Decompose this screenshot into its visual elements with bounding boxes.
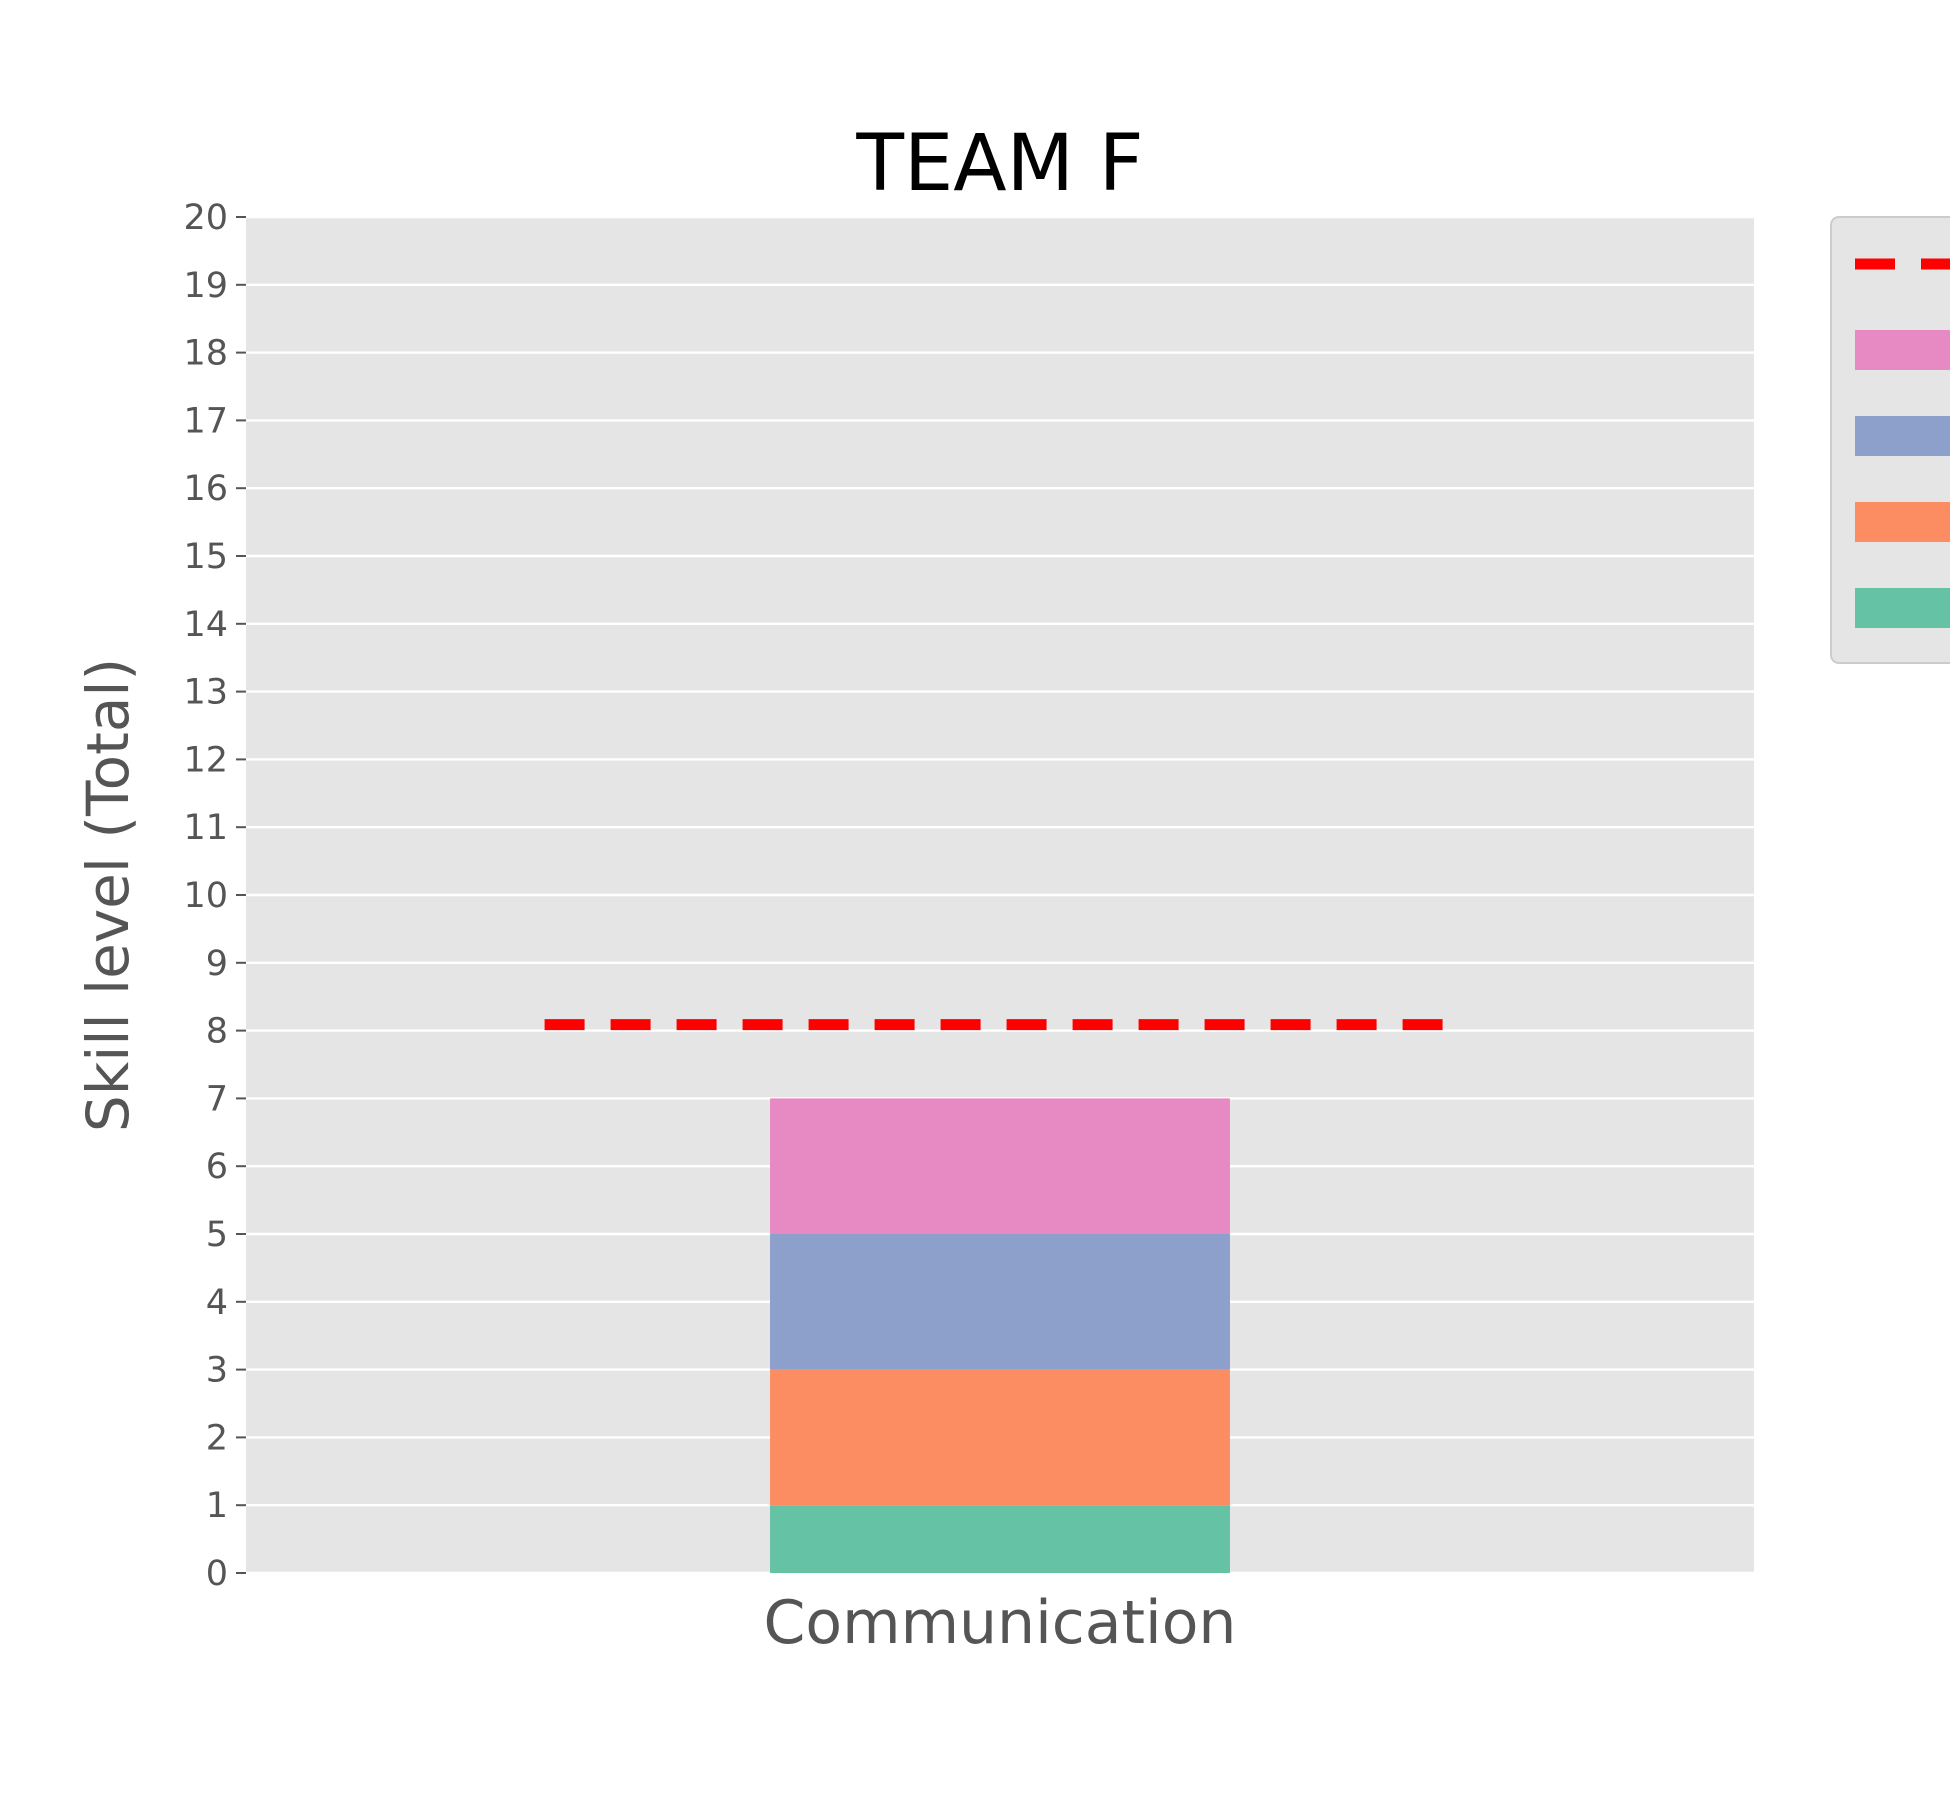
- x-category-label: Communication: [764, 1588, 1237, 1658]
- legend-handle: [1855, 588, 1950, 628]
- chart-title: TEAM F: [855, 119, 1143, 209]
- legend-handle: [1855, 330, 1950, 370]
- y-axis-label: Skill level (Total): [74, 658, 142, 1132]
- grid-lines: [246, 215, 1754, 1575]
- y-tick-label: 5: [206, 1215, 228, 1255]
- y-tick-label: 19: [183, 266, 228, 306]
- y-tick-label: 16: [183, 469, 228, 509]
- y-tick-label: 10: [183, 876, 228, 916]
- y-tick-label: 6: [206, 1147, 228, 1187]
- y-tick-label: 4: [206, 1283, 228, 1323]
- y-tick-label: 17: [183, 401, 228, 441]
- y-tick-label: 14: [183, 605, 228, 645]
- y-tick-label: 2: [206, 1418, 228, 1458]
- y-tick-label: 9: [206, 944, 228, 984]
- y-tick-label: 0: [206, 1554, 228, 1594]
- bars: [770, 1098, 1230, 1573]
- y-tick-label: 7: [206, 1079, 228, 1119]
- y-tick-label: 15: [183, 537, 228, 577]
- legend-handle: [1855, 416, 1950, 456]
- y-tick-label: 11: [183, 808, 228, 848]
- y-tick-label: 3: [206, 1351, 228, 1391]
- y-tick-label: 20: [183, 198, 228, 238]
- y-tick-label: 8: [206, 1012, 228, 1052]
- y-tick-label: 13: [183, 673, 228, 713]
- bar-segment: [770, 1234, 1230, 1370]
- bar-segment: [770, 1098, 1230, 1234]
- y-tick-label: 18: [183, 334, 228, 374]
- y-tick-label: 1: [206, 1486, 228, 1526]
- bar-segment: [770, 1369, 1230, 1506]
- legend: [1830, 216, 1950, 664]
- y-tick-label: 12: [183, 740, 228, 780]
- bar-segment: [770, 1505, 1230, 1573]
- legend-handle: [1855, 502, 1950, 542]
